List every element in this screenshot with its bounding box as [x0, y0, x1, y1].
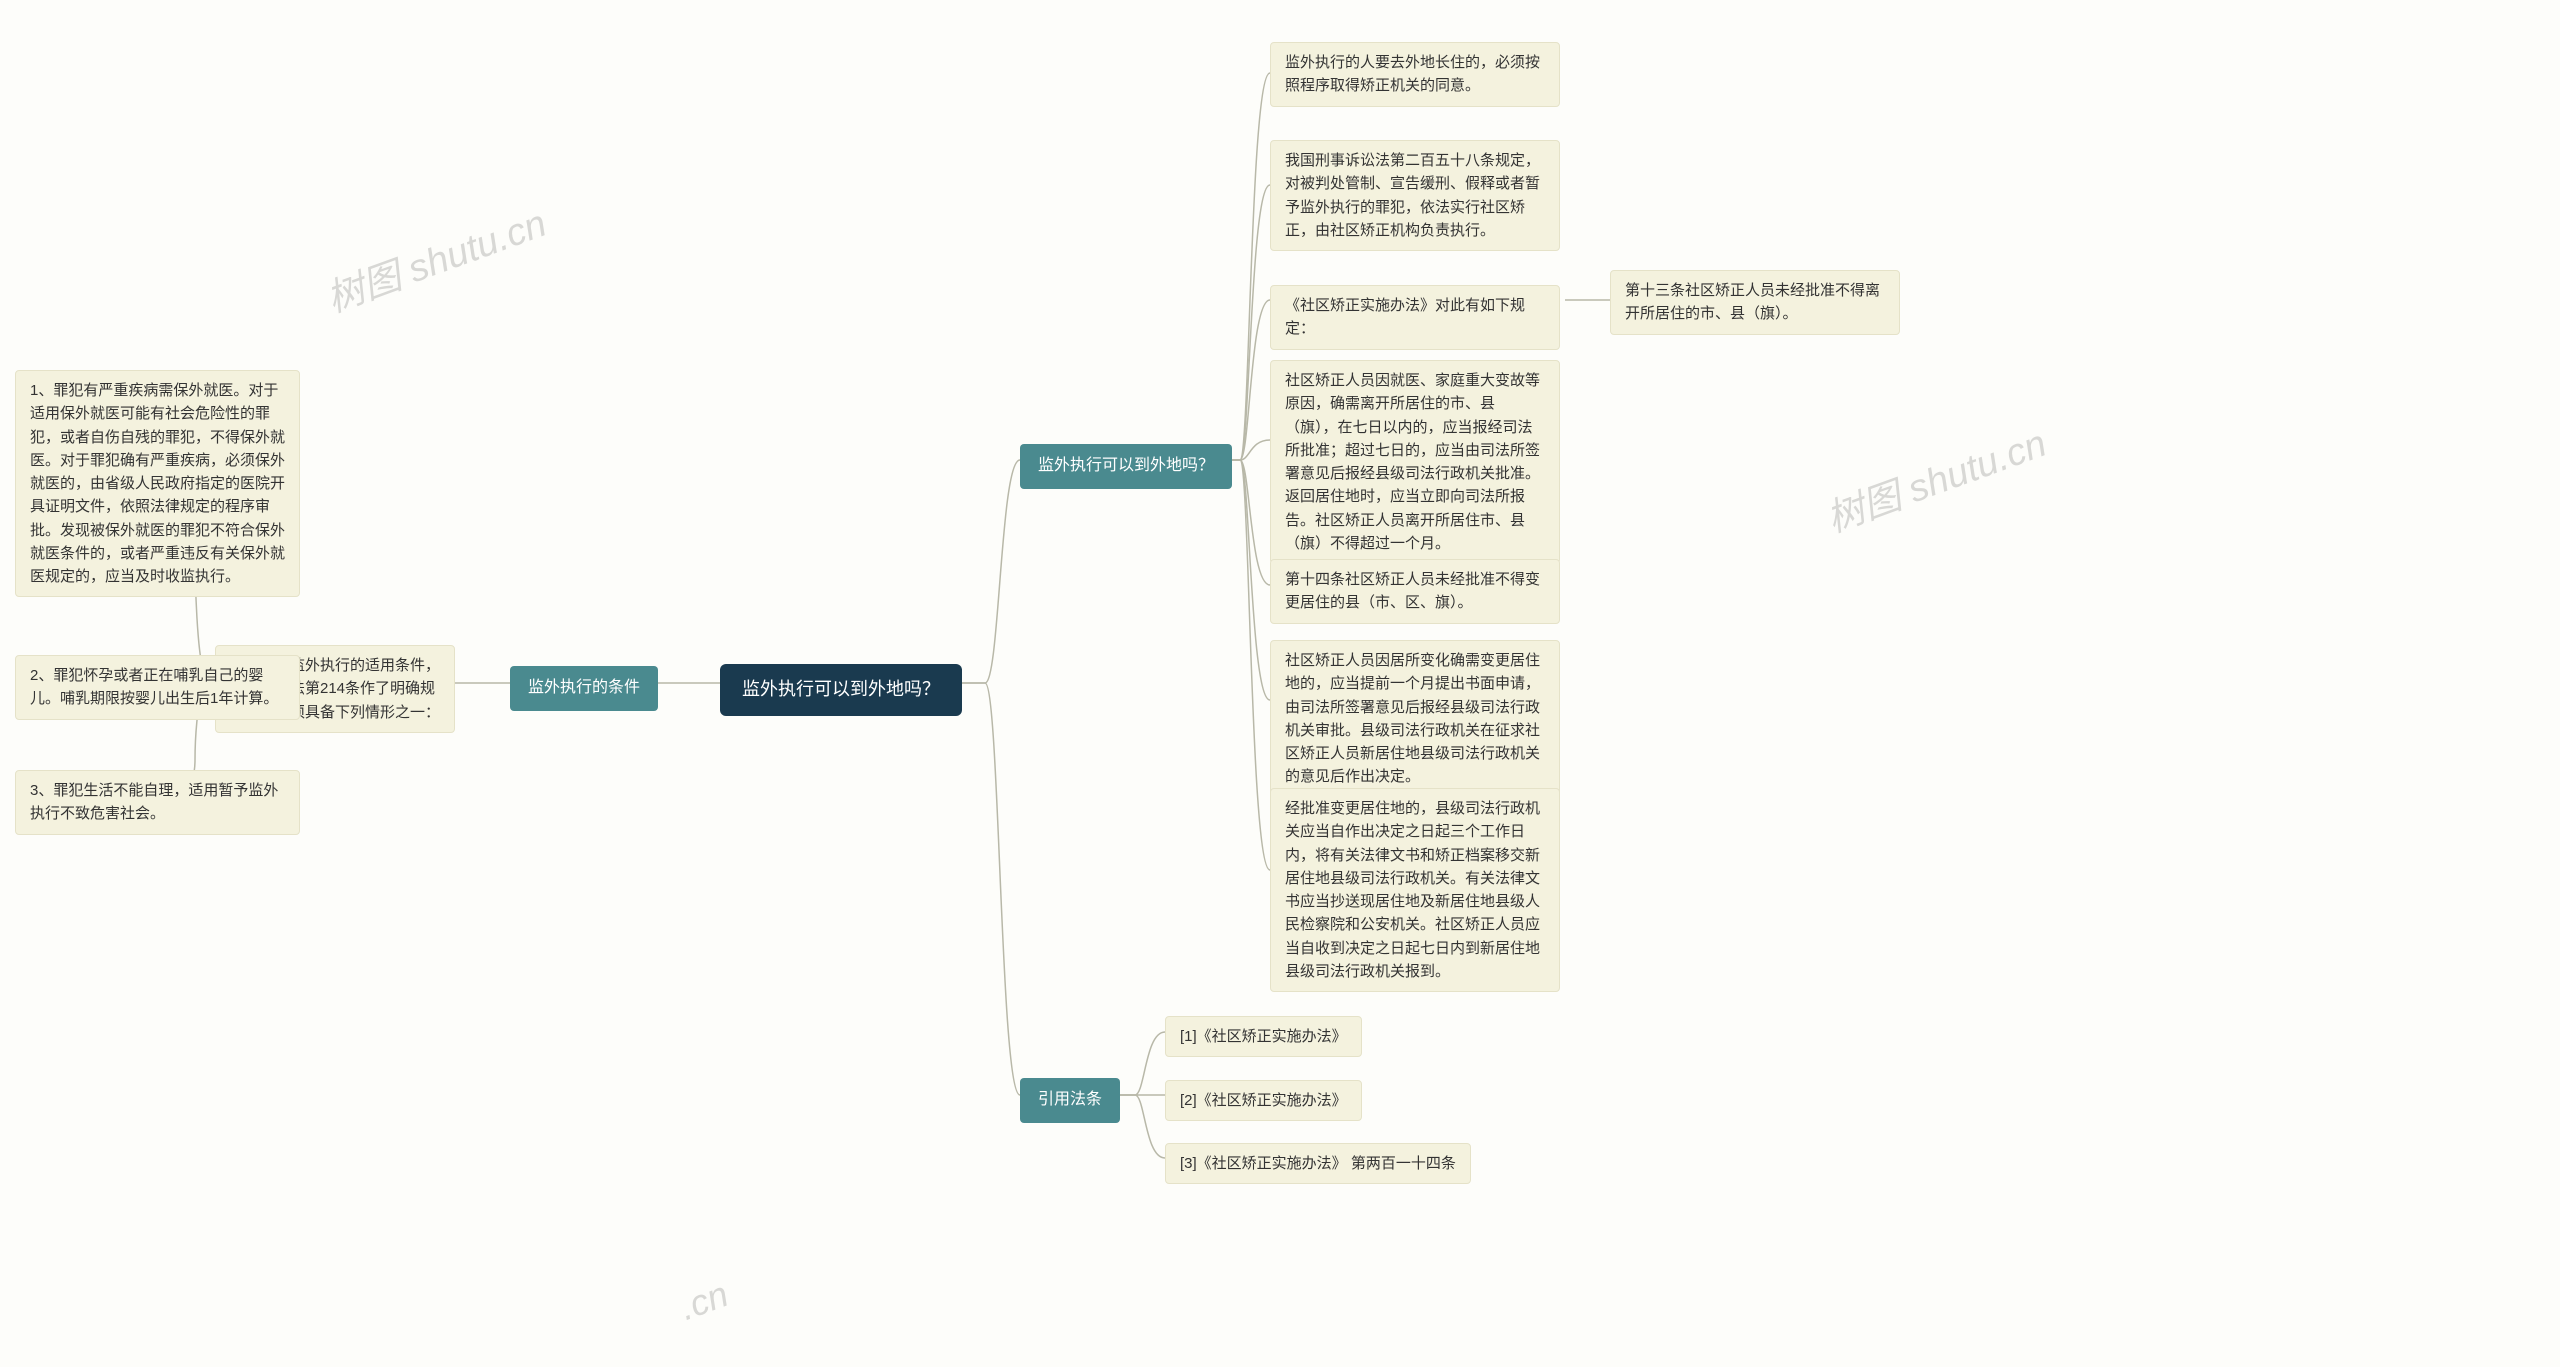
category-conditions: 监外执行的条件 [510, 666, 658, 711]
leaf-condition-1: 1、罪犯有严重疾病需保外就医。对于适用保外就医可能有社会危险性的罪犯，或者自伤自… [15, 370, 300, 597]
leaf-travel-5: 第十四条社区矫正人员未经批准不得变更居住的县（市、区、旗）。 [1270, 559, 1560, 624]
leaf-citation-1: [1]《社区矫正实施办法》 [1165, 1016, 1362, 1057]
leaf-travel-6: 社区矫正人员因居所变化确需变更居住地的，应当提前一个月提出书面申请，由司法所签署… [1270, 640, 1560, 798]
leaf-travel-2: 我国刑事诉讼法第二百五十八条规定，对被判处管制、宣告缓刑、假释或者暂予监外执行的… [1270, 140, 1560, 251]
category-citations: 引用法条 [1020, 1078, 1120, 1123]
leaf-condition-2: 2、罪犯怀孕或者正在哺乳自己的婴儿。哺乳期限按婴儿出生后1年计算。 [15, 655, 300, 720]
leaf-travel-7: 经批准变更居住地的，县级司法行政机关应当自作出决定之日起三个工作日内，将有关法律… [1270, 788, 1560, 992]
watermark-text: .cn [674, 1273, 733, 1329]
leaf-travel-4: 社区矫正人员因就医、家庭重大变故等原因，确需离开所居住的市、县（旗），在七日以内… [1270, 360, 1560, 564]
leaf-travel-3: 《社区矫正实施办法》对此有如下规定： [1270, 285, 1560, 350]
leaf-condition-3: 3、罪犯生活不能自理，适用暂予监外执行不致危害社会。 [15, 770, 300, 835]
leaf-travel-1: 监外执行的人要去外地长住的，必须按照程序取得矫正机关的同意。 [1270, 42, 1560, 107]
leaf-citation-2: [2]《社区矫正实施办法》 [1165, 1080, 1362, 1121]
leaf-citation-3: [3]《社区矫正实施办法》 第两百一十四条 [1165, 1143, 1471, 1184]
leaf-travel-3-sub: 第十三条社区矫正人员未经批准不得离开所居住的市、县（旗）。 [1610, 270, 1900, 335]
watermark-text: 树图 shutu.cn [318, 192, 553, 322]
mindmap-root: 监外执行可以到外地吗？ [720, 664, 962, 716]
watermark-text: 树图 shutu.cn [1818, 412, 2053, 542]
category-travel: 监外执行可以到外地吗？ [1020, 444, 1232, 489]
